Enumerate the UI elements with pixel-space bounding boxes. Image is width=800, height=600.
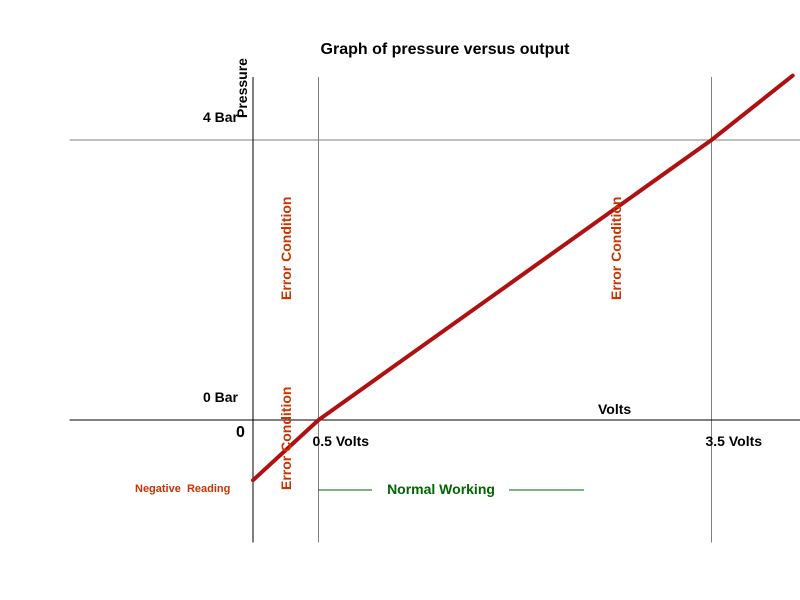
series-line-0 [251,73,795,483]
tick-labels: 0.5 Volts 3.5 Volts 0 Bar 4 Bar [203,109,762,449]
origin-label: 0 [236,424,245,441]
x-axis-label: Volts [598,401,631,417]
series [251,73,795,483]
y-tick-label-0: 0 Bar [203,389,239,405]
normal-working-label: Normal Working [387,481,495,497]
y-axis-label: Pressure [234,58,250,118]
error-condition-label-lower-bottom: Error Condition [278,387,294,490]
error-condition-label-upper: Error Condition [608,197,624,300]
x-tick-label-0: 0.5 Volts [313,433,370,449]
error-condition-label-lower-top: Error Condition [278,197,294,300]
grid-lines [69,77,800,543]
y-tick-label-1: 4 Bar [203,109,239,125]
axes [69,77,800,543]
negative-reading-label: Negative Reading [135,483,230,495]
x-tick-label-1: 3.5 Volts [706,433,763,449]
chart-title: Graph of pressure versus output [321,41,571,58]
